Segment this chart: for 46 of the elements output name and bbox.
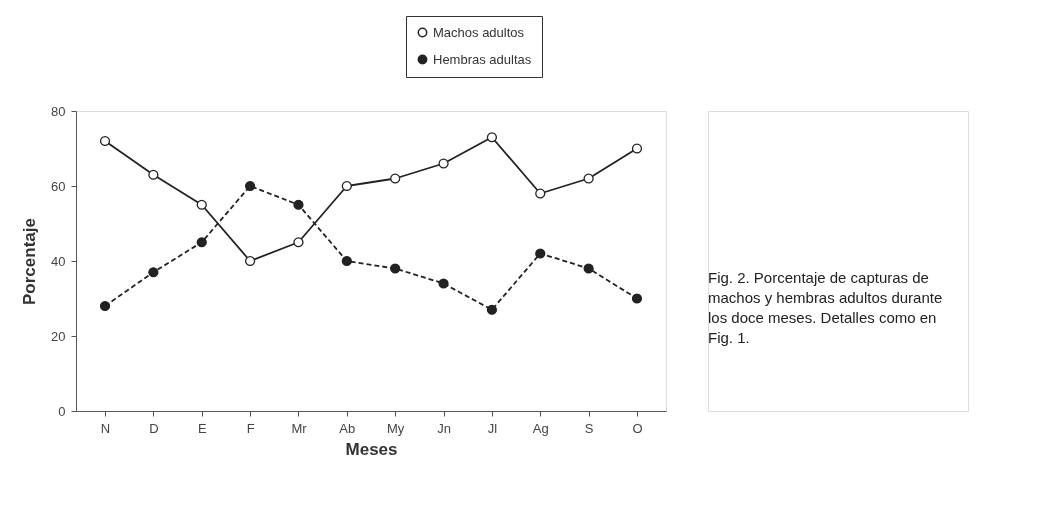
y-tick-label: 40: [51, 253, 66, 269]
point: [148, 169, 159, 180]
point: [631, 143, 643, 154]
point: [99, 300, 111, 312]
point: [196, 199, 207, 210]
point: [244, 180, 256, 192]
y-tick-label: 80: [51, 103, 66, 119]
y-tick-label: 20: [51, 328, 66, 344]
x-tick-label: O: [632, 420, 643, 436]
y-tick-label: 0: [58, 403, 66, 419]
point: [486, 304, 498, 315]
point: [583, 263, 594, 274]
x-axis-title: Meses: [345, 439, 398, 459]
point: [341, 255, 352, 267]
point: [390, 173, 401, 184]
x-tick-label: S: [584, 420, 594, 436]
point: [148, 267, 159, 278]
point: [486, 132, 498, 143]
point: [438, 158, 449, 169]
x-tick-label: F: [246, 420, 255, 436]
point: [196, 237, 207, 248]
x-tick-label: Ab: [339, 420, 356, 436]
legend-label: Machos adultos: [433, 24, 525, 40]
y-tick-label: 60: [51, 178, 66, 194]
x-tick-label: N: [100, 420, 111, 436]
point: [293, 237, 304, 248]
x-tick-label: Ag: [532, 420, 549, 436]
legend-label: Hembras adultas: [433, 51, 532, 67]
caption: Fig. 2. Porcentaje de capturas de machos y hembras adultos durante los doce meses. Detalles como en Fig. 1.: [708, 269, 943, 346]
x-tick-label: Mr: [291, 420, 308, 436]
x-tick-label: My: [387, 420, 405, 436]
point: [99, 135, 111, 147]
point: [535, 188, 546, 199]
x-tick-label: Jn: [437, 420, 451, 436]
point: [341, 180, 352, 192]
point: [583, 173, 594, 184]
x-tick-label: D: [149, 420, 159, 436]
point: [244, 255, 256, 267]
point: [438, 278, 449, 289]
point: [631, 293, 643, 304]
x-tick-label: Jl: [487, 420, 498, 436]
point: [293, 199, 304, 210]
point: [390, 263, 401, 274]
point: [535, 248, 546, 259]
y-axis-title: Porcentaje: [20, 218, 40, 305]
x-tick-label: E: [197, 420, 207, 436]
